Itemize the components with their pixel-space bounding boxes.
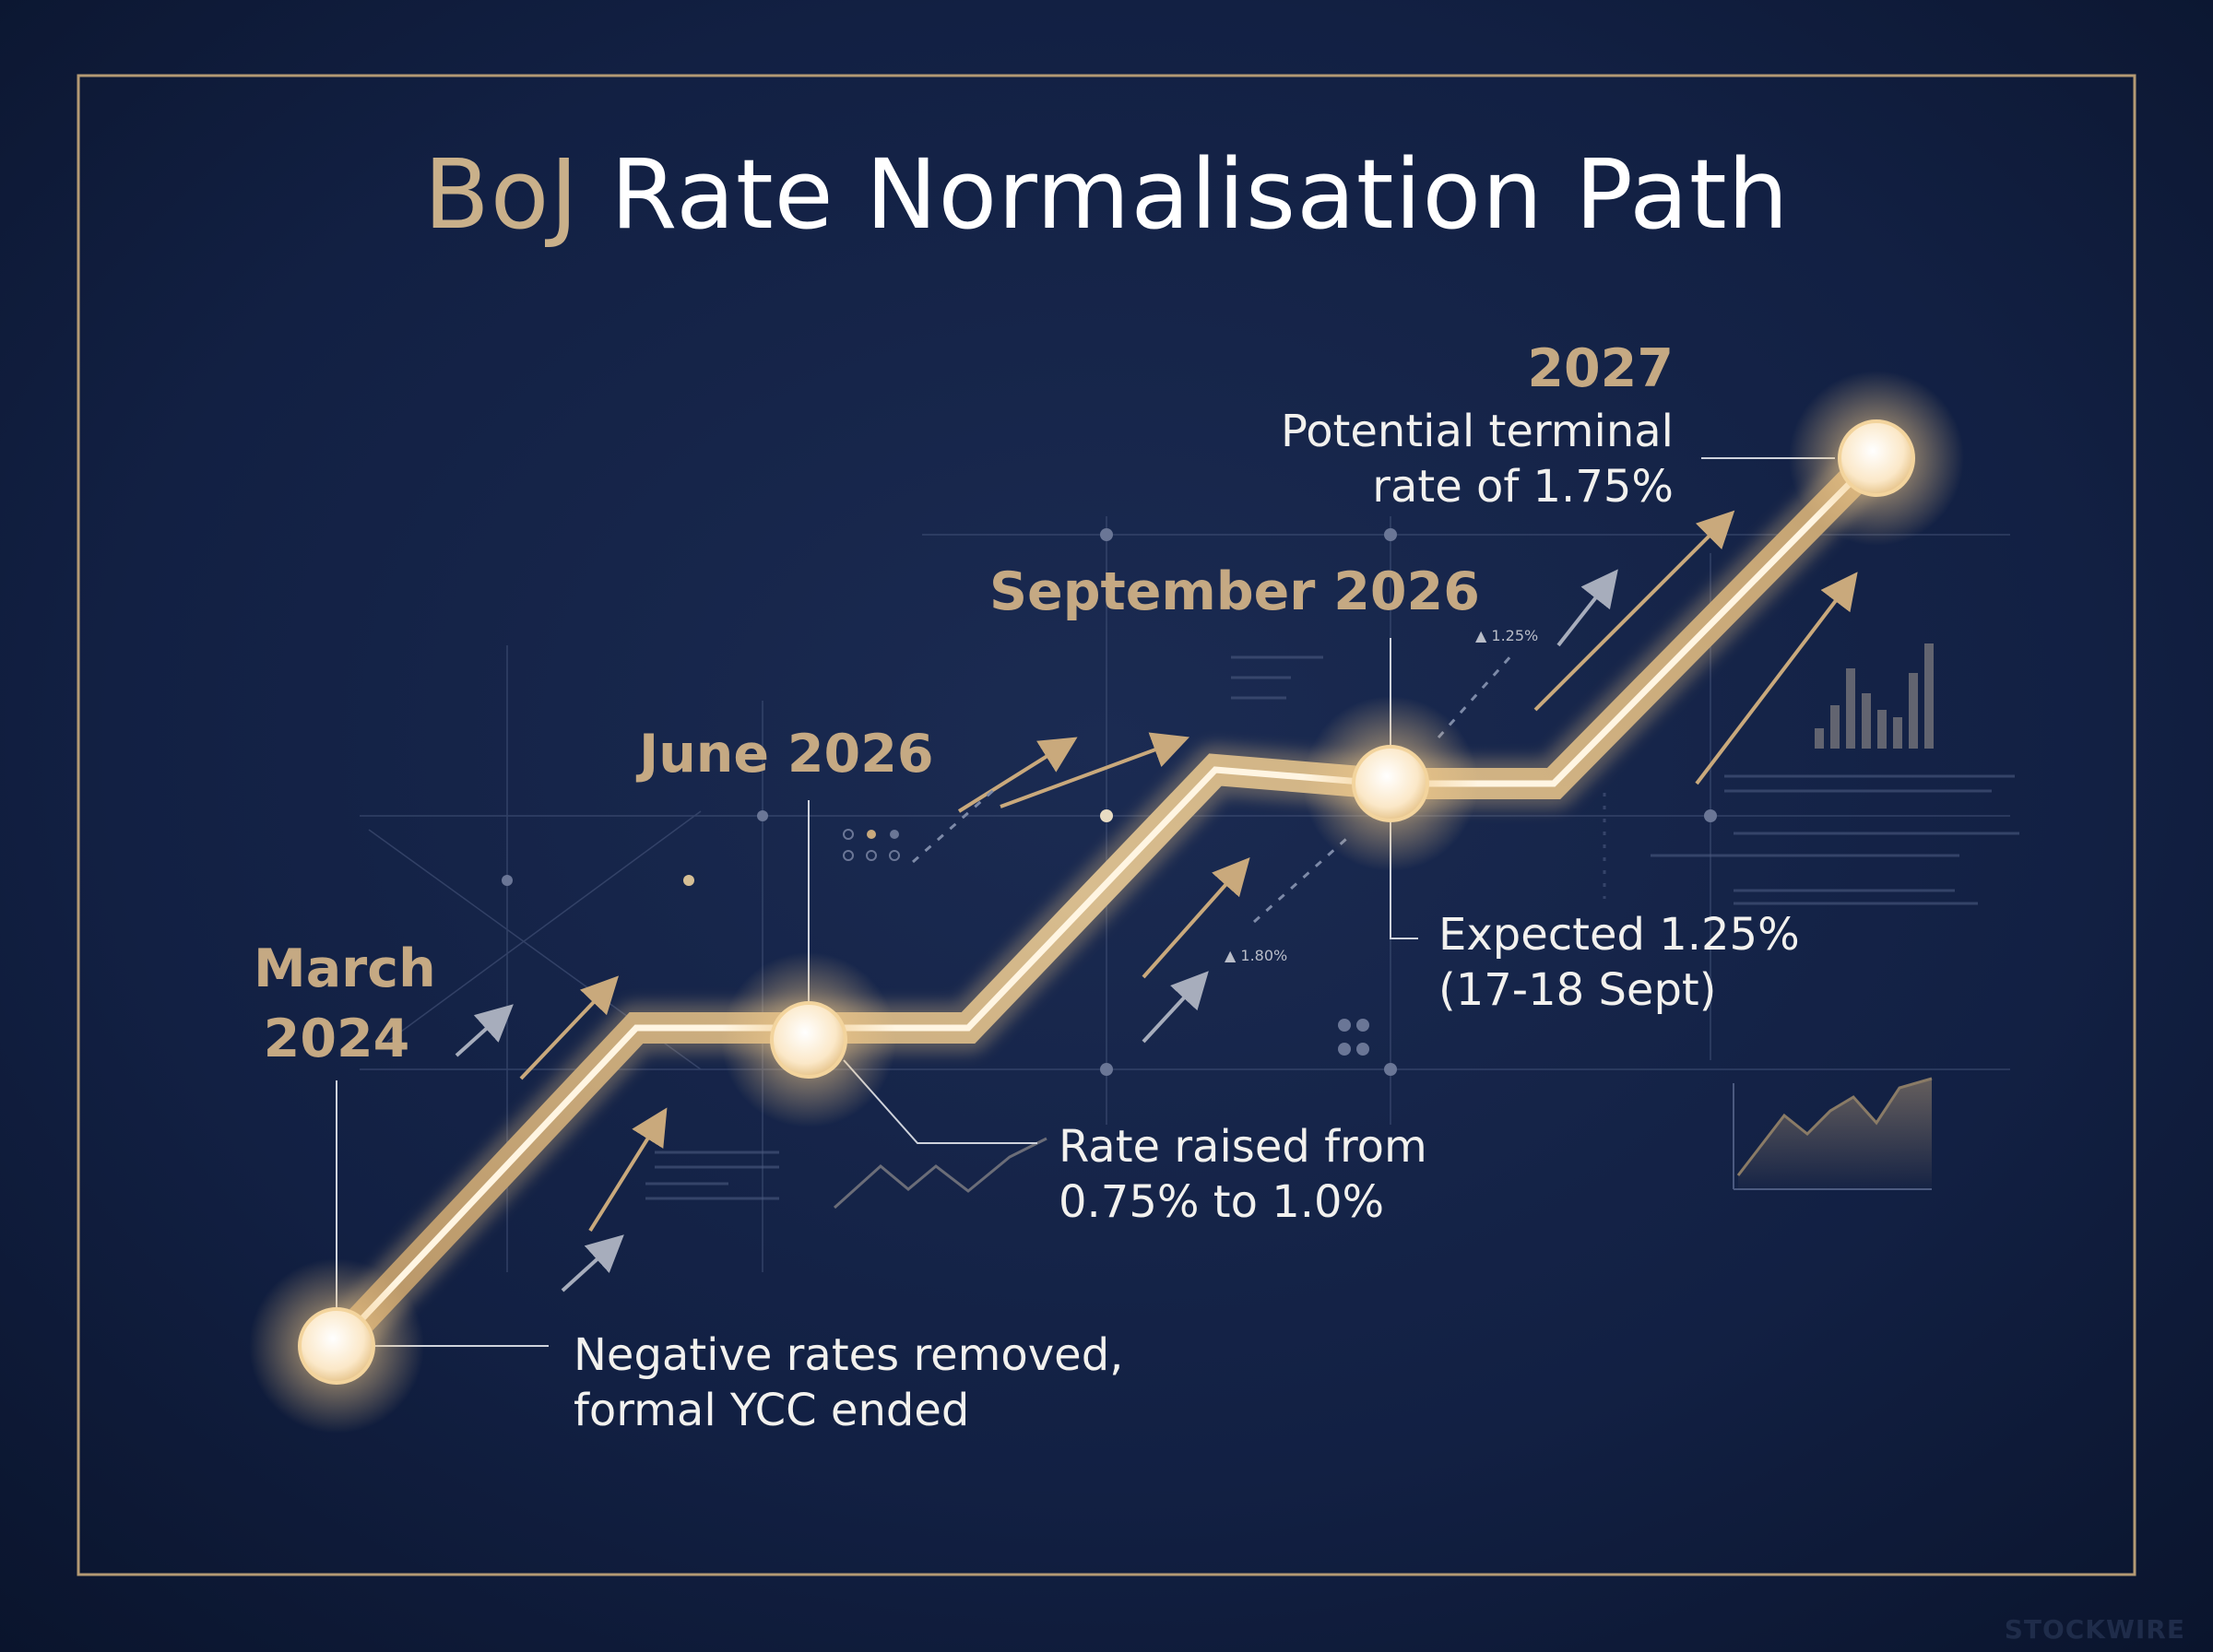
milestone-desc-line2: formal YCC ended [574,1385,970,1436]
milestone-desc-line2: 0.75% to 1.0% [1059,1176,1385,1228]
milestone-date-september-2026: September 2026 [989,561,1480,622]
milestone-desc-line1: Rate raised from [1059,1121,1427,1173]
minor-area-chart [1733,1077,1933,1190]
milestone-date-line2: 2024 [263,1009,410,1069]
milestone-date-line1: March [254,938,436,999]
milestone-node-june-2026 [721,952,896,1127]
milestone-nodes [249,371,1964,1434]
grid-nodes [502,528,1717,1076]
milestone-node-march-2024 [249,1258,424,1434]
milestone-node-2027 [1789,371,1964,546]
milestone-date-march-2024: March 2024 [254,934,436,1074]
rate-path [317,440,1893,1363]
milestone-desc-2027: Potential terminal rate of 1.75% [1231,404,1674,514]
page-title: BoJ Rate Normalisation Path [0,138,2213,251]
title-main: Rate Normalisation Path [610,138,1790,251]
milestone-desc-june-2026: Rate raised from 0.75% to 1.0% [1059,1119,1427,1230]
trend-arrows [455,510,1858,1292]
background-grid [360,516,2010,1272]
minor-line-chart [833,1137,1047,1210]
milestone-desc-line1: Expected 1.25% [1438,909,1800,961]
milestone-date-june-2026: June 2026 [639,724,934,785]
milestone-desc-line2: rate of 1.75% [1372,461,1674,513]
small-text-lines [645,655,2019,1200]
milestone-node-september-2026 [1303,696,1478,871]
milestone-desc-line1: Negative rates removed, [574,1329,1124,1381]
watermark: STOCKWIRE [2004,1614,2185,1645]
milestone-desc-september-2026: Expected 1.25% (17-18 Sept) [1438,907,1800,1018]
milestone-date-2027: 2027 [1527,338,1674,399]
small-label-upper: ▲ 1.25% [1475,627,1538,644]
minor-bar-chart [1815,643,1934,749]
title-accent: BoJ [423,138,580,251]
milestone-desc-line2: (17-18 Sept) [1438,964,1717,1016]
milestone-desc-line1: Potential terminal [1280,406,1674,457]
frame-border [77,74,2136,1576]
milestone-desc-march-2024: Negative rates removed, formal YCC ended [574,1328,1123,1438]
small-label-lower: ▲ 1.80% [1225,947,1287,964]
